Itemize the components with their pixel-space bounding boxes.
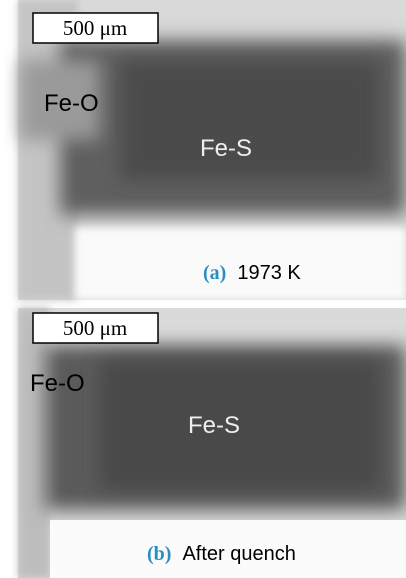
caption: (b) After quench [147,543,296,565]
phase-label: Fe-S [188,412,240,439]
phase-label: Fe-O [44,90,99,117]
page: 500 μm Fe-O Fe-S (a) 1973 K 500 μm Fe-O … [0,0,406,578]
scale-bar: 500 μm [63,316,127,340]
phase-label: Fe-S [200,135,252,162]
figure: 500 μm Fe-O Fe-S (a) 1973 K 500 μm Fe-O … [0,0,406,578]
caption-letter: (b) [147,543,171,565]
micrograph-b [18,308,406,578]
caption-text: After quench [182,543,295,565]
caption-text: 1973 K [237,262,301,284]
caption-letter: (a) [203,262,226,284]
scale-bar: 500 μm [63,16,127,40]
caption: (a) 1973 K [203,262,301,284]
phase-label: Fe-O [30,370,85,397]
